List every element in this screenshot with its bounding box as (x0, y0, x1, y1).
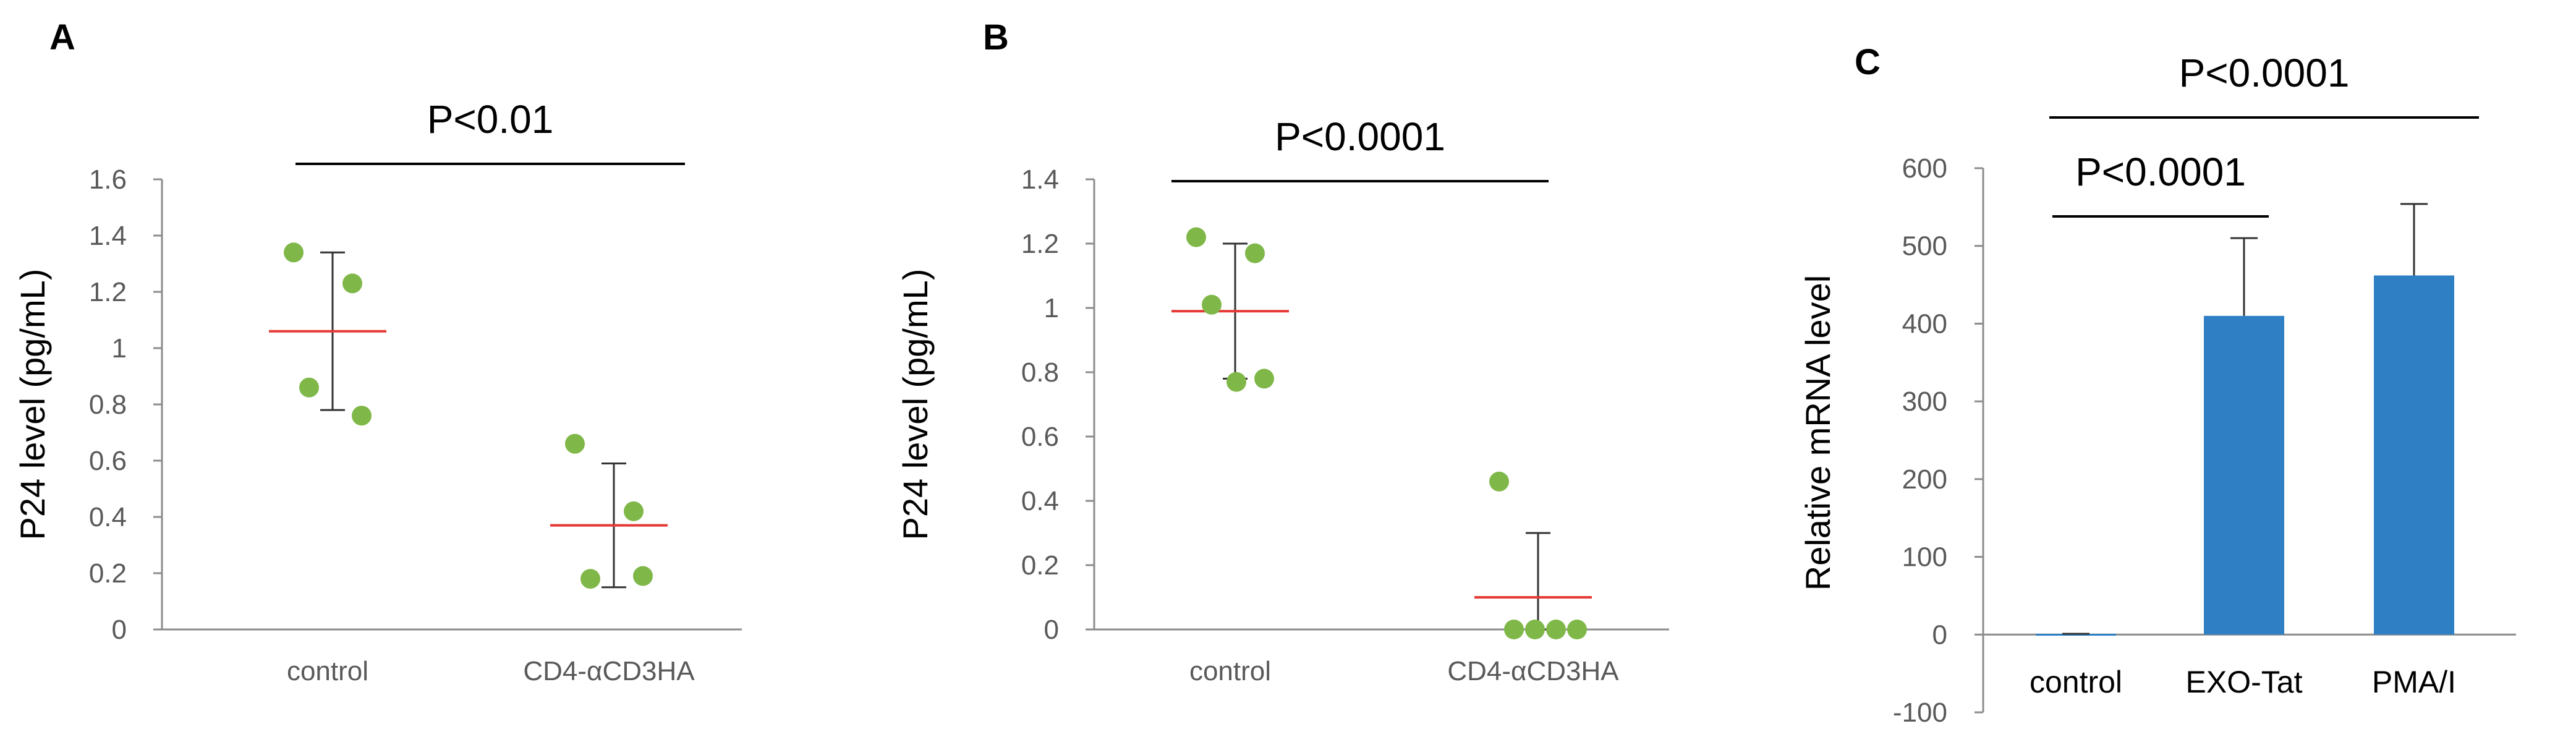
y-tick-label-c: 400 (1902, 309, 1947, 339)
y-axis-title-c: Relative mRNA level (1798, 275, 1837, 591)
y-axis-title-b: P24 level (pg/mL) (896, 269, 935, 540)
y-tick-label-b: 1.2 (1021, 229, 1059, 259)
data-point-b (1226, 372, 1246, 392)
data-point-a (342, 273, 362, 294)
data-point-b (1254, 369, 1274, 389)
y-tick-label-b: 0.4 (1021, 486, 1059, 516)
significance-label-a: P<0.01 (427, 97, 554, 142)
y-tick-label-c: 600 (1902, 153, 1947, 184)
data-point-a (624, 501, 644, 521)
y-tick-label-a: 0 (112, 615, 127, 645)
y-tick-label-a: 0.4 (89, 502, 127, 532)
y-tick-label-a: 1.6 (89, 164, 127, 195)
chart-a: 0 0.2 0.4 0.6 0.8 1 1.2 1.4 1.6 P24 level (pg/mL)… (13, 97, 742, 686)
panel-label-c: C (1855, 42, 1881, 82)
category-label-a: CD4-αCD3HA (523, 656, 695, 686)
y-tick-label-a: 0.8 (89, 390, 127, 420)
data-point-b (1489, 471, 1509, 492)
category-label-c: PMA/I (2372, 665, 2456, 699)
data-point-a (299, 377, 319, 398)
panel-label-a: A (49, 17, 75, 58)
y-tick-label-b: 0.6 (1021, 422, 1059, 452)
data-point-b (1546, 620, 1566, 639)
data-point-b (1525, 620, 1545, 639)
data-point-b (1186, 227, 1206, 247)
y-tick-label-c: 300 (1902, 386, 1947, 417)
panel-label-b: B (983, 17, 1009, 58)
y-tick-label-c: 500 (1902, 231, 1947, 262)
y-tick-label-a: 1.2 (89, 277, 127, 307)
y-tick-label-b: 0.2 (1021, 550, 1059, 581)
data-point-a (284, 242, 304, 263)
data-point-a (352, 406, 372, 426)
y-tick-label-b: 1 (1044, 293, 1059, 323)
y-tick-label-b: 0 (1044, 615, 1059, 645)
category-label-b: CD4-αCD3HA (1447, 656, 1619, 686)
chart-c: -100 0 100 200 300 400 500 600 Relative mRNA lev… (1798, 51, 2516, 728)
data-point-a (565, 433, 585, 454)
data-point-b (1504, 620, 1524, 639)
y-tick-label-a: 1 (112, 333, 127, 364)
category-label-a: control (287, 656, 368, 686)
category-label-c: control (2030, 665, 2122, 699)
data-point-b (1202, 294, 1222, 315)
category-label-b: control (1189, 656, 1271, 686)
y-tick-label-c: 200 (1902, 464, 1947, 495)
y-axis-title-a: P24 level (pg/mL) (13, 269, 52, 540)
category-label-c: EXO-Tat (2186, 665, 2303, 699)
y-tick-label-a: 0.2 (89, 558, 127, 589)
bar-c (2374, 275, 2454, 635)
chart-b: 0 0.2 0.4 0.6 0.8 1 1.2 1.4 P24 level (pg/mL) con… (896, 114, 1669, 686)
y-tick-label-b: 0.8 (1021, 357, 1059, 388)
significance-label-b: P<0.0001 (1275, 114, 1445, 159)
y-tick-label-c: 100 (1902, 542, 1947, 573)
bar-c (2204, 315, 2284, 635)
data-point-b (1245, 243, 1265, 263)
y-tick-label-c: 0 (1932, 620, 1947, 650)
y-tick-label-a: 1.4 (89, 221, 127, 251)
data-point-a (580, 569, 600, 589)
y-tick-label-c: -100 (1893, 697, 1947, 728)
y-tick-label-a: 0.6 (89, 446, 127, 476)
data-point-b (1567, 620, 1587, 639)
data-point-a (633, 566, 653, 586)
y-tick-label-b: 1.4 (1021, 164, 1059, 195)
significance-label-c: P<0.0001 (2179, 51, 2350, 95)
significance-label-c: P<0.0001 (2075, 150, 2246, 194)
